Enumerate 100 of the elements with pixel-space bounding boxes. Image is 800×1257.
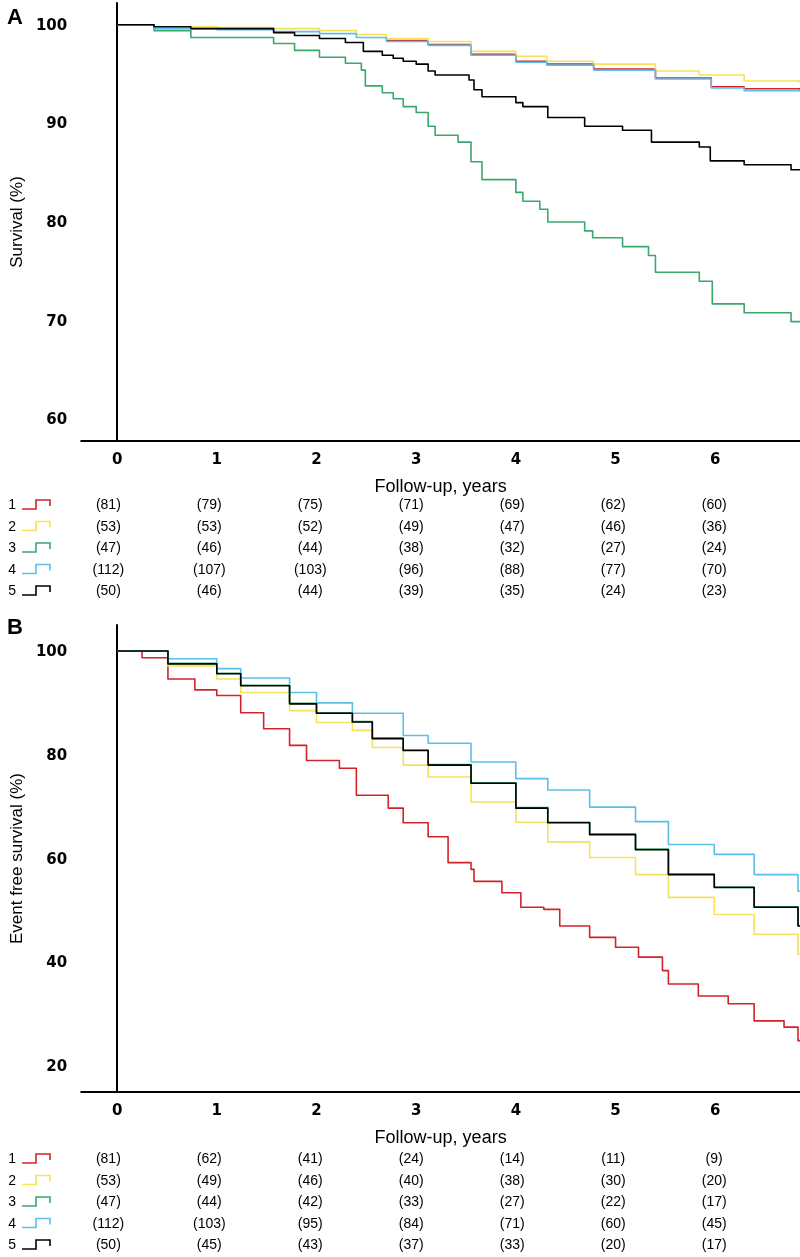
text: (24) — [701, 539, 727, 555]
text: (45) — [196, 1236, 222, 1252]
text: (24) — [600, 582, 626, 598]
text: (62) — [600, 496, 626, 512]
legend-label: 1 — [8, 1150, 17, 1166]
text: (22) — [600, 1193, 626, 1209]
text: (35) — [499, 582, 525, 598]
text: (27) — [499, 1193, 525, 1209]
text: (45) — [701, 1214, 727, 1231]
x-tick-label: 5 — [610, 1100, 621, 1119]
chart-title: A — [7, 3, 23, 29]
text: (33) — [499, 1236, 525, 1252]
text: (41) — [297, 1150, 323, 1166]
text: (103) — [293, 560, 327, 577]
y-tick-label: 80 — [46, 213, 68, 231]
y-tick-label: 60 — [46, 410, 68, 429]
y-tick-label: 100 — [35, 641, 68, 660]
text: (37) — [398, 1236, 424, 1252]
text: (46) — [196, 539, 222, 555]
text: (103) — [192, 1214, 226, 1231]
x-axis-title: Follow-up, years — [374, 476, 507, 496]
y-tick-label: 90 — [46, 114, 68, 133]
text: (62) — [196, 1150, 222, 1166]
text: (43) — [297, 1236, 323, 1252]
chart-title: B — [7, 613, 23, 639]
x-tick-label: 2 — [311, 449, 322, 468]
text: (49) — [398, 517, 424, 534]
x-axis-title: Follow-up, years — [374, 1127, 507, 1147]
text: (47) — [95, 539, 121, 555]
text: (14) — [499, 1150, 525, 1166]
text: (30) — [600, 1171, 626, 1188]
legend-label: 2 — [8, 517, 17, 534]
text: (24) — [398, 1150, 424, 1166]
legend-label: 3 — [8, 539, 17, 555]
x-tick-label: 2 — [311, 1100, 322, 1119]
text: (20) — [600, 1236, 626, 1252]
y-tick-label: 60 — [46, 849, 68, 868]
y-axis-title: Survival (%) — [7, 176, 26, 268]
text: (39) — [398, 582, 424, 598]
legend-label: 3 — [8, 1193, 17, 1209]
text: (71) — [499, 1214, 525, 1231]
text: (84) — [398, 1214, 424, 1231]
text: (53) — [95, 1171, 121, 1188]
text: (47) — [499, 517, 525, 534]
text: (44) — [297, 582, 323, 598]
x-tick-label: 4 — [510, 1100, 522, 1119]
text: (71) — [398, 496, 424, 512]
text: (88) — [499, 560, 525, 577]
text: (32) — [499, 539, 525, 555]
text: (17) — [701, 1236, 727, 1252]
text: (81) — [95, 1150, 121, 1166]
text: (95) — [297, 1214, 323, 1231]
legend-label: 2 — [8, 1171, 17, 1188]
text: (75) — [297, 496, 323, 512]
text: (49) — [196, 1171, 222, 1188]
legend-label: 5 — [8, 1236, 17, 1252]
legend-label: 4 — [8, 560, 17, 577]
text: (42) — [297, 1193, 323, 1209]
y-tick-label: 20 — [46, 1057, 68, 1076]
text: (27) — [600, 539, 626, 555]
text: (33) — [398, 1193, 424, 1209]
x-tick-label: 5 — [610, 449, 621, 468]
text: (17) — [701, 1193, 727, 1209]
text: (77) — [600, 560, 626, 577]
x-tick-label: 6 — [710, 1100, 721, 1119]
text: (60) — [600, 1214, 626, 1231]
text: (38) — [398, 539, 424, 555]
legend-label: 5 — [8, 582, 17, 598]
text: (53) — [196, 517, 222, 534]
text: (69) — [499, 496, 525, 512]
legend-label: 1 — [8, 496, 17, 512]
x-tick-label: 6 — [710, 449, 721, 468]
text: (112) — [92, 560, 125, 577]
text: (44) — [297, 539, 323, 555]
x-tick-label: 3 — [410, 1100, 422, 1119]
text: (96) — [398, 560, 424, 577]
x-tick-label: 1 — [211, 449, 223, 468]
text: (46) — [196, 582, 222, 598]
text: (38) — [499, 1171, 525, 1188]
text: (81) — [95, 496, 121, 512]
text: (36) — [701, 517, 727, 534]
text: (107) — [192, 560, 226, 577]
text: (50) — [95, 582, 121, 598]
text: (47) — [95, 1193, 121, 1209]
text: (20) — [701, 1171, 727, 1188]
text: (60) — [701, 496, 727, 512]
x-tick-label: 4 — [510, 449, 522, 468]
text: (53) — [95, 517, 121, 534]
y-tick-label: 70 — [46, 311, 68, 330]
x-tick-label: 1 — [211, 1100, 223, 1119]
text: (46) — [297, 1171, 323, 1188]
x-tick-label: 0 — [111, 449, 123, 468]
y-tick-label: 40 — [46, 953, 68, 972]
text: (70) — [701, 560, 727, 577]
legend-label: 4 — [8, 1214, 17, 1231]
text: (79) — [196, 496, 222, 512]
x-tick-label: 3 — [410, 449, 422, 468]
text: (46) — [600, 517, 626, 534]
y-axis-title: Event free survival (%) — [7, 773, 26, 944]
text: (44) — [196, 1193, 222, 1209]
